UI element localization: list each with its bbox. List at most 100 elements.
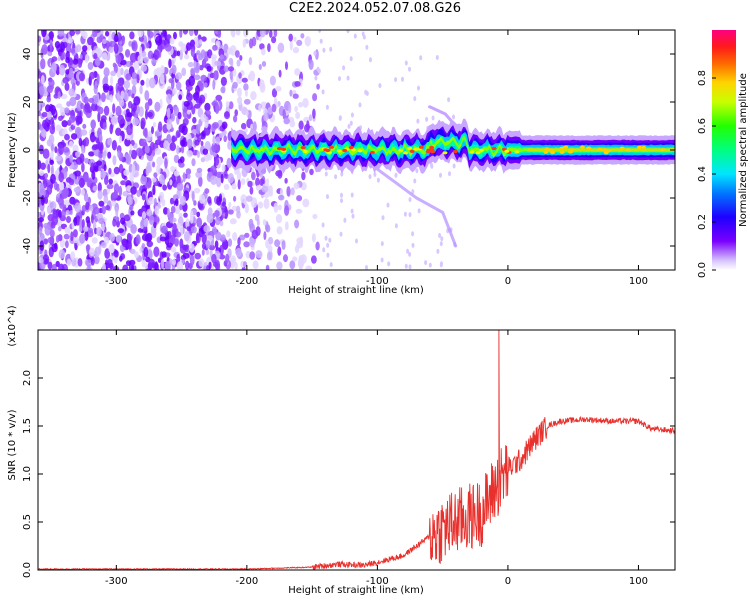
noise-speck (185, 168, 192, 175)
noise-speck (68, 140, 74, 148)
noise-speck (230, 30, 236, 37)
noise-speck (169, 37, 175, 45)
noise-speck (347, 123, 351, 129)
noise-speck (102, 122, 107, 131)
noise-speck (46, 139, 53, 147)
noise-speck (237, 87, 242, 98)
noise-speck (349, 56, 353, 62)
noise-speck (206, 65, 212, 72)
signal-hotspot (325, 148, 331, 153)
noise-speck (340, 171, 344, 177)
noise-speck (81, 144, 85, 154)
noise-speck (179, 195, 187, 206)
noise-speck (229, 258, 236, 269)
noise-speck (91, 170, 96, 180)
noise-speck (183, 100, 190, 107)
noise-speck (104, 175, 109, 186)
noise-speck (201, 233, 207, 244)
noise-speck (322, 247, 326, 253)
noise-speck (189, 214, 194, 224)
noise-speck (202, 58, 207, 67)
noise-speck (311, 255, 317, 264)
noise-speck (198, 258, 205, 267)
noise-speck (106, 183, 114, 190)
noise-speck (294, 245, 300, 254)
noise-speck (107, 138, 112, 146)
noise-speck (212, 135, 216, 146)
noise-speck (316, 83, 320, 90)
noise-speck (406, 248, 410, 254)
noise-speck (186, 173, 191, 179)
noise-speck (404, 60, 408, 66)
noise-speck (275, 86, 282, 92)
signal-hotspot (413, 147, 419, 151)
noise-speck (404, 263, 408, 269)
noise-speck (173, 31, 177, 40)
noise-speck (75, 30, 81, 35)
noise-speck (234, 109, 238, 117)
noise-speck (278, 194, 285, 201)
y-tick-label: 1.5 (22, 418, 33, 434)
noise-speck (65, 209, 70, 216)
noise-speck (49, 229, 55, 238)
noise-speck (168, 58, 172, 69)
noise-speck (173, 170, 180, 177)
noise-speck (196, 211, 201, 218)
noise-speck (64, 133, 70, 141)
noise-speck (152, 122, 157, 128)
noise-speck (419, 55, 423, 61)
noise-speck (249, 237, 255, 248)
noise-speck (232, 68, 237, 77)
noise-speck (215, 136, 221, 145)
noise-speck (452, 163, 456, 169)
noise-speck (178, 41, 184, 47)
noise-speck (109, 123, 113, 135)
noise-speck (135, 147, 143, 157)
noise-speck (292, 46, 300, 54)
signal-hotspot (563, 145, 569, 149)
noise-speck (179, 156, 185, 164)
noise-speck (115, 206, 119, 218)
noise-speck (266, 178, 270, 185)
noise-speck (123, 91, 129, 102)
noise-speck (201, 249, 205, 256)
noise-speck (140, 138, 147, 147)
noise-speck (154, 147, 162, 155)
y-tick-label: 2.0 (22, 370, 33, 386)
noise-speck (312, 213, 318, 220)
noise-speck (69, 30, 76, 37)
noise-speck (193, 187, 201, 194)
noise-speck (194, 139, 200, 146)
noise-speck (216, 196, 222, 206)
noise-speck (106, 258, 113, 268)
noise-speck (69, 97, 77, 107)
noise-speck (256, 218, 260, 226)
noise-speck (176, 50, 181, 57)
noise-speck (63, 204, 67, 210)
noise-speck (68, 72, 76, 79)
colorbar-tick-label: 0.0 (697, 262, 708, 278)
noise-speck (170, 246, 177, 253)
noise-speck (65, 50, 70, 61)
noise-speck (84, 157, 89, 164)
noise-speck (182, 108, 189, 119)
noise-speck (188, 75, 195, 87)
noise-speck (161, 251, 167, 258)
noise-speck (228, 201, 232, 208)
noise-speck (227, 66, 235, 72)
noise-speck (306, 120, 310, 131)
signal-hotspot (504, 149, 510, 153)
noise-speck (223, 183, 230, 191)
noise-speck (69, 209, 73, 216)
noise-speck (81, 205, 87, 212)
noise-speck (245, 195, 253, 202)
noise-speck (185, 84, 193, 92)
noise-speck (373, 172, 377, 177)
noise-speck (125, 73, 132, 81)
noise-speck (170, 205, 176, 214)
spectrogram-content (38, 30, 675, 270)
noise-speck (140, 64, 147, 72)
noise-speck (204, 188, 210, 194)
noise-speck (151, 57, 157, 66)
noise-speck (73, 216, 78, 227)
